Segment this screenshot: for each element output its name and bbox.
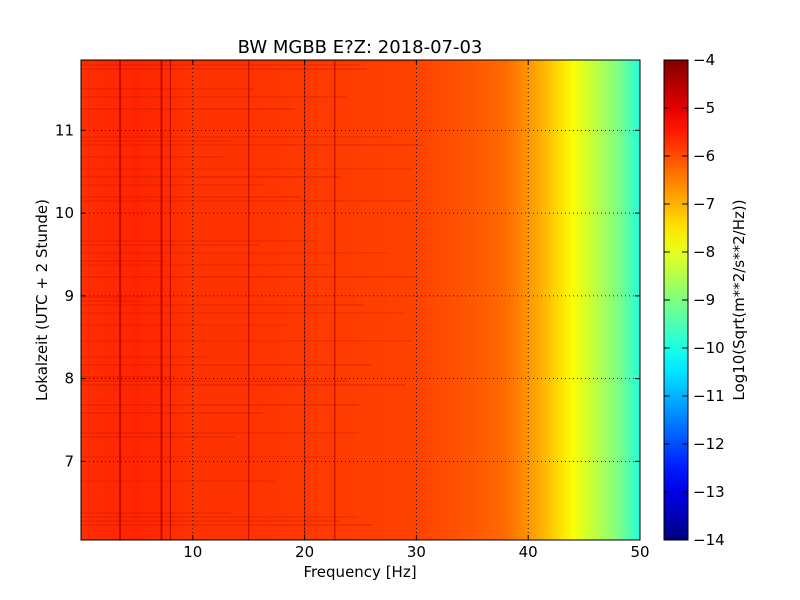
colorbar-label: Log10(Sqrt(m**2/s**2/Hz)) [730, 199, 748, 400]
y-axis-label: Lokalzeit (UTC + 2 Stunde) [33, 199, 51, 401]
texture-row [81, 312, 406, 314]
texture-row [81, 200, 413, 202]
x-axis-label: Frequency [Hz] [303, 563, 416, 581]
y-axis-ticks: 7 8 9 10 11 [55, 121, 640, 470]
y-tick-label: 8 [64, 370, 74, 388]
texture-row [81, 512, 231, 514]
texture-row [81, 412, 263, 414]
texture-row [81, 252, 387, 254]
texture-row [81, 340, 412, 342]
texture-row [81, 520, 339, 522]
texture-row [81, 64, 360, 66]
x-axis-ticks: 10 20 30 40 50 [183, 60, 650, 561]
colorbar-tick-label: −9 [693, 291, 715, 309]
texture-row [81, 436, 235, 438]
texture-row [81, 304, 364, 306]
colorbar-tick-label: −5 [693, 99, 715, 117]
colorbar: −4 −5 −6 −7 −8 −9 −10 −11 −12 −13 −14 Log10(Sqrt(m… [663, 51, 748, 549]
colorbar-ticks: −4 −5 −6 −7 −8 −9 −10 −11 −12 −13 −14 [664, 51, 725, 549]
texture-row [81, 156, 224, 158]
texture-row [81, 168, 414, 170]
colorbar-tick-label: −13 [693, 483, 725, 501]
colorbar-tick-label: −6 [693, 147, 715, 165]
texture-row [81, 524, 373, 526]
texture-row [81, 480, 276, 482]
plot-area [80, 59, 641, 541]
colorbar-tick-label: −7 [693, 195, 715, 213]
x-tick-label: 20 [295, 543, 314, 561]
colorbar-tick-label: −11 [693, 387, 725, 405]
y-tick-label: 10 [55, 204, 74, 222]
texture-row [81, 196, 301, 198]
colorbar-tick-label: −8 [693, 243, 715, 261]
texture-row [81, 184, 263, 186]
texture-row [81, 240, 318, 242]
colorbar-tick-label: −12 [693, 435, 725, 453]
texture-row [81, 176, 341, 178]
texture-row [81, 380, 348, 382]
spectrogram-texture [81, 60, 423, 526]
texture-row [81, 296, 145, 298]
texture-row [81, 264, 331, 266]
colorbar-tick-label: −14 [693, 531, 725, 549]
y-tick-label: 9 [64, 287, 74, 305]
texture-row [81, 88, 254, 90]
texture-row [81, 140, 231, 142]
x-tick-label: 10 [183, 543, 202, 561]
texture-row [81, 68, 367, 70]
x-tick-label: 30 [407, 543, 426, 561]
texture-row [81, 404, 360, 406]
texture-row [81, 432, 359, 434]
texture-row [81, 244, 259, 246]
colorbar-tick-label: −10 [693, 339, 725, 357]
x-tick-label: 40 [519, 543, 538, 561]
colorbar-tick-label: −4 [693, 51, 715, 69]
y-tick-label: 11 [55, 121, 74, 139]
grid-lines [81, 60, 640, 540]
texture-row [81, 300, 142, 302]
y-tick-label: 7 [64, 452, 74, 470]
texture-row [81, 260, 165, 262]
texture-row [81, 356, 208, 358]
texture-row [81, 376, 175, 378]
texture-row [81, 96, 347, 98]
texture-row [81, 108, 295, 110]
chart-title: BW MGBB E?Z: 2018-07-03 [238, 37, 483, 58]
spectrogram-background [81, 60, 640, 540]
texture-row [81, 364, 372, 366]
texture-row [81, 144, 423, 146]
texture-row [81, 324, 288, 326]
x-tick-label: 50 [630, 543, 649, 561]
texture-row [81, 136, 393, 138]
texture-row [81, 384, 406, 386]
texture-row [81, 456, 335, 458]
plot-frame [80, 59, 641, 541]
texture-row [81, 516, 358, 518]
